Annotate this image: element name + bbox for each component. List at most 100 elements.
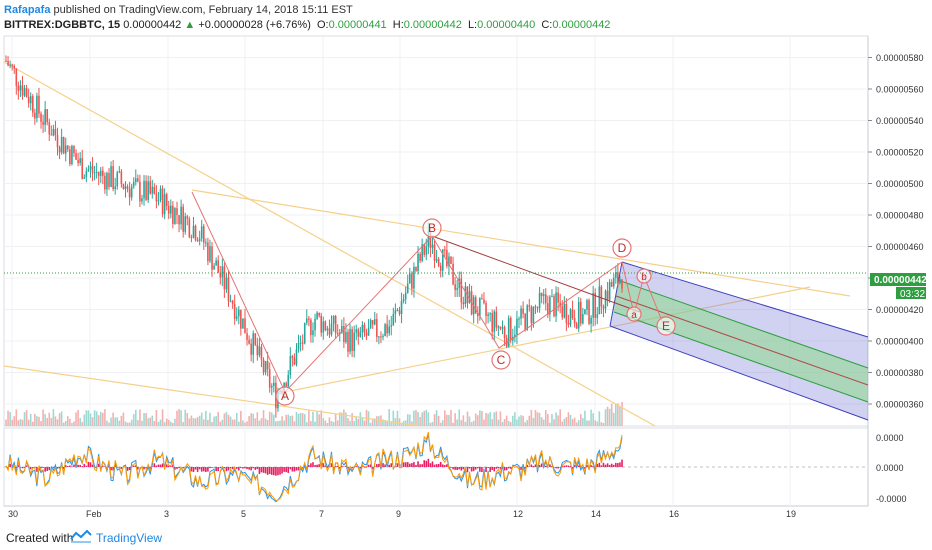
candle-body <box>489 313 491 315</box>
volume-bar <box>466 411 469 426</box>
volume-bar <box>95 411 98 426</box>
osc-histogram-bar <box>610 463 613 467</box>
osc-histogram-bar <box>419 464 421 467</box>
osc-histogram-bar <box>137 467 139 470</box>
candle-body <box>258 346 261 356</box>
volume-bar <box>29 413 32 426</box>
osc-histogram-bar <box>538 465 541 467</box>
candle-body <box>297 342 300 350</box>
osc-histogram-bar <box>600 465 603 467</box>
wave-subwave-polyline[interactable] <box>621 261 665 327</box>
wave-b-target-line[interactable] <box>431 235 641 313</box>
author-link[interactable]: Rafapafa <box>4 4 51 16</box>
volume-bar <box>462 415 465 426</box>
osc-histogram-bar <box>87 461 90 467</box>
candle-body <box>62 136 65 154</box>
volume-bar <box>425 409 428 426</box>
volume-bar <box>437 415 440 426</box>
wave-label-circle[interactable] <box>275 386 295 406</box>
candle-body <box>433 244 436 261</box>
osc-tick-label: -0.0000 <box>876 494 907 504</box>
candle-body <box>542 294 545 297</box>
candle-body <box>137 178 139 182</box>
channel-upper-line <box>621 261 869 338</box>
volume-bar <box>509 422 512 426</box>
volume-bar <box>351 413 353 426</box>
candle-body <box>11 64 13 66</box>
osc-histogram-bar <box>167 465 170 467</box>
candle-body <box>5 60 7 62</box>
volume-bar <box>512 415 514 426</box>
candle-body <box>355 329 358 333</box>
tradingview-brand-link[interactable]: TradingView <box>96 531 163 545</box>
volume-bar <box>77 409 79 426</box>
price-axis[interactable]: 0.00000360 0.00000380 0.00000400 0.00000420… <box>868 53 924 410</box>
pitchfork-channel[interactable] <box>609 261 869 421</box>
osc-histogram-bar <box>258 467 261 475</box>
oscillator-axis[interactable]: 0.0000 0.0000 -0.0000 <box>876 433 907 504</box>
price-tick-label: 0.00000420 <box>876 305 924 315</box>
candle-body <box>606 290 609 300</box>
wave-label-circle[interactable] <box>626 306 642 322</box>
trendline-upper[interactable] <box>191 189 851 297</box>
channel-green-upper <box>617 279 869 369</box>
volume-bar <box>563 418 566 426</box>
volume-bar <box>182 422 184 426</box>
volume-bar <box>291 415 294 426</box>
candle-body <box>202 226 205 243</box>
trendline-lower-rising[interactable] <box>284 286 811 393</box>
wave-label-circle[interactable] <box>491 350 511 370</box>
price-change: +0.00000028 (+6.76%) <box>198 19 311 31</box>
volume-bar <box>489 412 491 426</box>
candle-body <box>450 256 452 264</box>
candle-body <box>341 326 343 333</box>
candle-body <box>240 309 242 329</box>
osc-signal-line <box>5 431 623 502</box>
candle-body <box>417 253 419 272</box>
candle-body <box>569 309 572 325</box>
candle-body <box>295 349 298 365</box>
trendline-descending-long[interactable] <box>3 61 656 427</box>
osc-histogram-bar <box>437 464 440 467</box>
volume-bar <box>97 415 100 426</box>
candle-body <box>147 181 149 200</box>
osc-histogram-bar <box>270 467 273 475</box>
wave-label-circle[interactable] <box>612 238 632 258</box>
osc-histogram-bar <box>608 465 611 467</box>
candle-body <box>390 325 393 327</box>
candle-body <box>126 186 129 189</box>
volume-bar <box>120 415 123 426</box>
wave-label-circle[interactable] <box>422 218 442 238</box>
candle-body <box>345 331 347 343</box>
osc-histogram-bar <box>602 462 605 467</box>
candle-body <box>435 259 438 261</box>
osc-histogram-bar <box>520 467 522 470</box>
wave-label-circle[interactable] <box>656 316 676 336</box>
osc-tick-label: 0.0000 <box>876 463 904 473</box>
time-tick-label: 12 <box>513 509 523 519</box>
osc-histogram-bar <box>499 467 502 470</box>
candle-body <box>305 318 308 323</box>
volume-bar <box>301 413 304 426</box>
volume-bar <box>464 421 467 426</box>
osc-histogram-bar <box>277 467 279 476</box>
candle-body <box>108 173 110 187</box>
volume-bar <box>122 412 125 426</box>
volume-bar <box>316 411 318 426</box>
candle-body <box>404 292 407 300</box>
volume-bar <box>612 412 615 426</box>
candle-body <box>518 318 520 320</box>
volume-bar <box>322 418 325 426</box>
time-axis[interactable]: 30 Feb 3 5 7 9 12 14 16 19 <box>8 509 796 519</box>
candle-body <box>46 109 49 123</box>
volume-bar <box>485 413 487 426</box>
trendline-bottom[interactable] <box>3 365 421 427</box>
osc-histogram-bar <box>322 463 325 467</box>
osc-histogram-bar <box>388 464 390 467</box>
symbol-label[interactable]: BITTREX:DGBBTC, 15 <box>4 19 121 31</box>
volume-bar <box>476 415 479 426</box>
osc-histogram-bar <box>425 460 428 467</box>
candle-body <box>474 297 477 314</box>
candle-body <box>93 172 96 174</box>
